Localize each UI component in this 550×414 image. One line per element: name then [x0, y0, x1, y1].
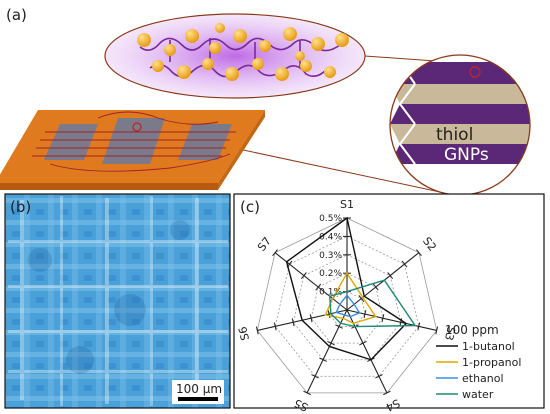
- radial-tick-label: 0.4%: [319, 232, 342, 242]
- axis-tick: [363, 310, 367, 319]
- legend-title: 100 ppm: [445, 323, 499, 337]
- radial-tick-label: 0.5%: [319, 214, 342, 224]
- axis-tick: [272, 249, 278, 257]
- axis-tick: [315, 283, 322, 291]
- axis-label: S5: [292, 396, 310, 414]
- axis-tick: [383, 390, 391, 396]
- axis-tick: [359, 340, 367, 346]
- radial-tick-label: 0.3%: [319, 251, 342, 261]
- grid-ring: [310, 272, 384, 344]
- axis-tick: [401, 260, 408, 268]
- scale-bar: [172, 380, 224, 404]
- axis-label: S3: [442, 325, 458, 342]
- grid-ring: [274, 235, 420, 377]
- axis-tick: [381, 314, 385, 323]
- panel-a-label: (a): [6, 6, 27, 24]
- legend-label: 1-propanol: [462, 356, 521, 369]
- nanoparticle-ellipse: [104, 13, 366, 99]
- legend-label: 1-butanol: [462, 340, 515, 353]
- axis-tick: [309, 314, 313, 323]
- panel-c-frame: [233, 193, 545, 409]
- axis-label: S1: [340, 198, 354, 211]
- axis-tick: [291, 318, 295, 327]
- axis-tick: [327, 310, 331, 319]
- panel-c-label: (c): [240, 198, 260, 216]
- axis-tick: [375, 374, 383, 379]
- radial-tick-label: 0.2%: [319, 269, 342, 279]
- legend-label: water: [462, 388, 494, 401]
- series-line: [285, 216, 408, 361]
- axis-tick: [255, 326, 259, 335]
- series-line: [329, 279, 417, 328]
- series-line: [324, 271, 377, 325]
- gold-nanoparticles: [137, 23, 349, 81]
- legend-label: ethanol: [462, 372, 504, 385]
- radial-tick-label: 0.1%: [319, 288, 342, 298]
- axis-tick: [417, 322, 421, 331]
- gnps-label: GNPs: [444, 145, 489, 165]
- thiol-label: thiol: [436, 125, 473, 145]
- axis-tick: [273, 322, 277, 331]
- axis-tick: [372, 283, 379, 291]
- scale-bar-label: 100 µm: [176, 382, 222, 396]
- panel-b-label: (b): [10, 198, 31, 216]
- legend: 100 ppm 1-butanol 1-propanol ethanol water: [436, 323, 521, 401]
- axis-tick: [311, 374, 319, 379]
- layer-zoom-lens: [389, 54, 531, 196]
- electrodes: [44, 118, 232, 164]
- series-line: [335, 294, 361, 318]
- axis-tick: [335, 324, 343, 329]
- panel-b-frame: [4, 193, 231, 409]
- zoom-marker: [132, 122, 142, 132]
- grid-ring: [256, 217, 438, 394]
- axis-tick: [300, 272, 307, 280]
- axis-tick: [303, 390, 311, 396]
- axis-tick: [327, 340, 335, 346]
- axis-tick: [358, 295, 365, 302]
- axis-spoke: [346, 309, 437, 332]
- axis-tick: [319, 357, 327, 362]
- wire-lines: [32, 111, 236, 172]
- axis-tick: [435, 326, 439, 335]
- axis-tick: [387, 272, 394, 280]
- axis-tick: [416, 249, 422, 257]
- axis-label: S6: [236, 325, 252, 342]
- axis-label: S4: [384, 396, 402, 414]
